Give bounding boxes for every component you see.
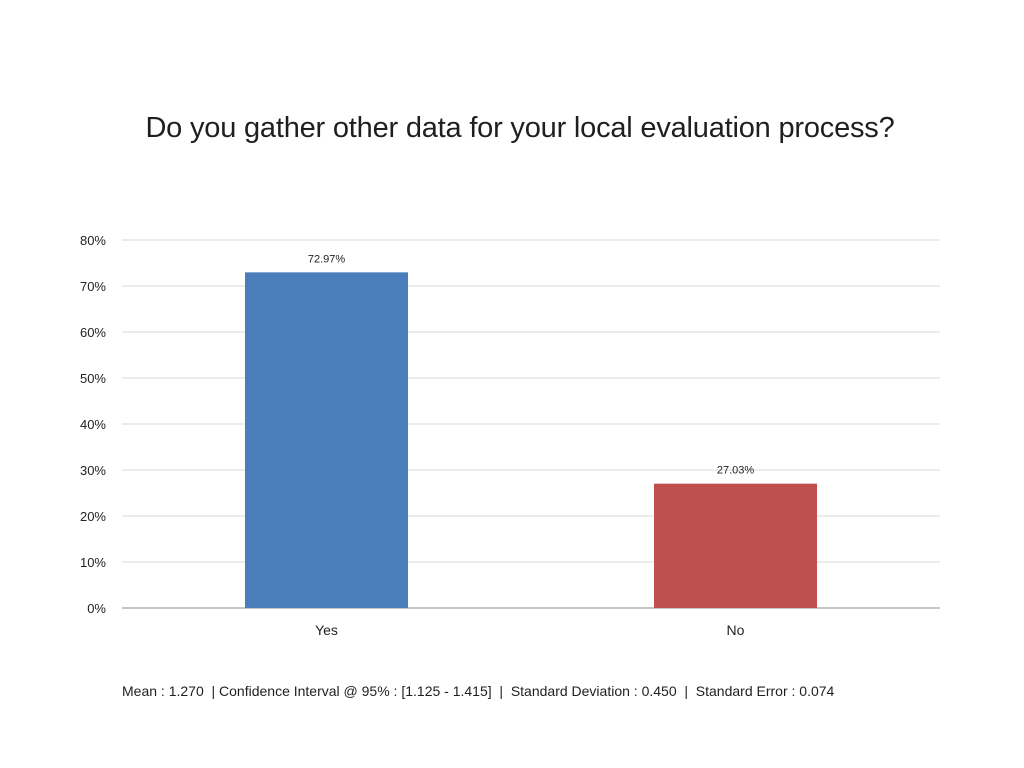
- y-tick-label: 70%: [80, 279, 106, 294]
- y-tick-label: 0%: [87, 601, 106, 616]
- y-tick-label: 30%: [80, 463, 106, 478]
- data-label: 72.97%: [308, 253, 346, 265]
- y-tick-label: 10%: [80, 555, 106, 570]
- bar: [245, 272, 408, 608]
- y-tick-label: 40%: [80, 417, 106, 432]
- data-label: 27.03%: [717, 465, 755, 477]
- bar: [654, 483, 817, 608]
- y-tick-label: 60%: [80, 325, 106, 340]
- y-tick-label: 50%: [80, 371, 106, 386]
- x-tick-label: No: [727, 622, 745, 638]
- chart-title: Do you gather other data for your local …: [145, 112, 895, 144]
- y-tick-label: 20%: [80, 509, 106, 524]
- y-tick-label: 80%: [80, 233, 106, 248]
- x-tick-label: Yes: [315, 622, 338, 638]
- summary-statistics: Mean : 1.270 | Confidence Interval @ 95%…: [122, 683, 835, 699]
